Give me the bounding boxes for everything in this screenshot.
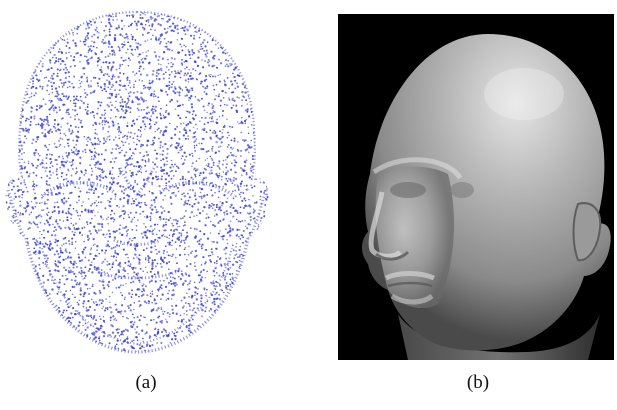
lip-line <box>387 281 433 288</box>
left-brow <box>40 180 115 198</box>
left-eye-socket <box>390 182 426 198</box>
right-eye-socket <box>450 182 474 198</box>
skull-highlight <box>484 68 564 120</box>
neck-shape <box>398 314 600 360</box>
head-outline-left <box>18 10 138 179</box>
caption-a: (a) <box>135 372 157 393</box>
nose-bridge <box>118 167 156 196</box>
left-ear <box>6 189 26 237</box>
lower-lip <box>390 293 434 305</box>
upper-lip <box>384 271 435 281</box>
right-ear <box>248 189 268 237</box>
right-brow <box>159 180 236 198</box>
nose-highlight <box>368 191 402 259</box>
caption-b: (b) <box>466 372 490 393</box>
nose-shadow <box>375 250 410 261</box>
cheek-contour <box>41 247 233 346</box>
brow-highlight <box>372 157 463 180</box>
point-cloud-face-panel <box>2 8 272 360</box>
ear-shape <box>572 202 602 262</box>
point-cloud-face-image <box>5 10 269 354</box>
mouth-line <box>97 270 177 280</box>
shaded-face-mesh-panel <box>338 14 614 360</box>
head-outline-right <box>136 10 256 179</box>
shaded-face-mesh-image <box>362 34 611 360</box>
